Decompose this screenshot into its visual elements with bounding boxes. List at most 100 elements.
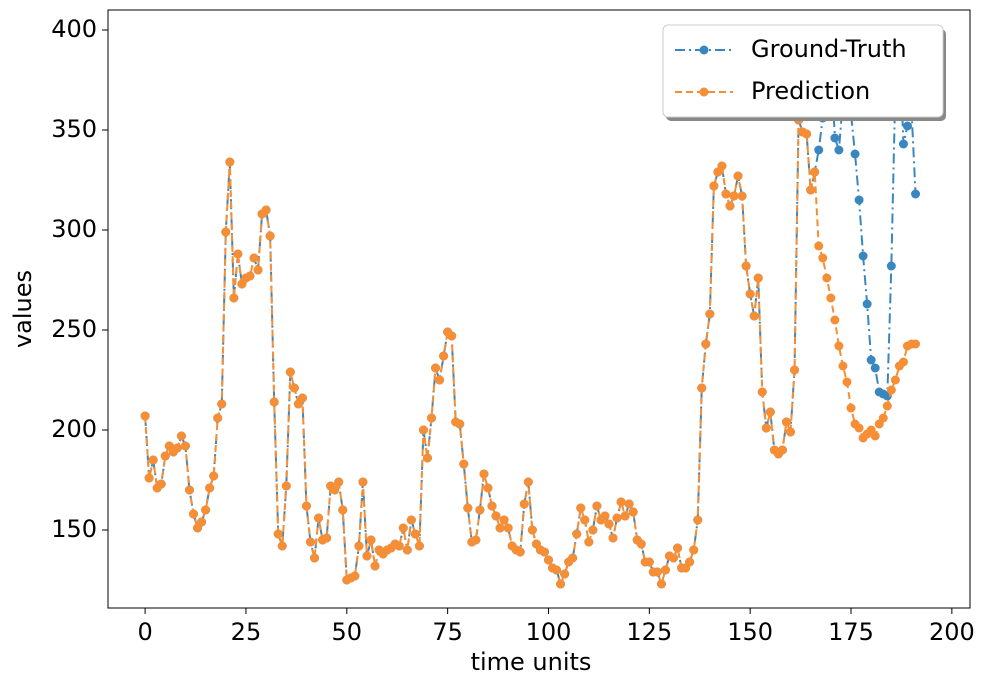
point (669, 553, 679, 563)
point (693, 515, 703, 525)
point (620, 511, 630, 521)
point (213, 413, 223, 423)
point (911, 339, 921, 349)
point (600, 511, 610, 521)
point (523, 477, 533, 487)
y-tick-label: 300 (51, 215, 97, 243)
point (701, 339, 711, 349)
point (830, 315, 840, 325)
point (519, 499, 529, 509)
point (568, 553, 578, 563)
point (402, 545, 412, 555)
point (455, 419, 465, 429)
point (362, 551, 372, 561)
point (197, 517, 207, 527)
point (854, 423, 864, 433)
point (543, 555, 553, 565)
point (616, 497, 626, 507)
y-tick-label: 150 (51, 515, 97, 543)
series-line (144, 119, 916, 588)
point (310, 553, 320, 563)
point (673, 543, 683, 553)
point (297, 393, 307, 403)
point (628, 507, 638, 517)
point (285, 367, 295, 377)
point (592, 501, 602, 511)
y-tick-label: 200 (51, 415, 97, 443)
point (777, 445, 787, 455)
point (330, 485, 340, 495)
point (221, 227, 231, 237)
point (644, 557, 654, 567)
point (475, 505, 485, 515)
point (301, 501, 311, 511)
y-axis-label: values (9, 270, 37, 348)
point (427, 413, 437, 423)
point (172, 443, 182, 453)
point (721, 189, 731, 199)
x-tick-label: 75 (432, 618, 463, 646)
point (697, 383, 707, 393)
point (878, 413, 888, 423)
point (314, 513, 324, 523)
point (753, 273, 763, 283)
point (830, 133, 840, 143)
point (483, 483, 493, 493)
point (148, 455, 158, 465)
point (886, 261, 896, 271)
point (822, 273, 832, 283)
point (834, 145, 844, 155)
point (499, 515, 509, 525)
point (184, 485, 194, 495)
point (398, 523, 408, 533)
point (410, 529, 420, 539)
point (717, 161, 727, 171)
x-tick-label: 150 (727, 618, 773, 646)
point (725, 201, 735, 211)
point (652, 567, 662, 577)
point (552, 565, 562, 575)
point (810, 167, 820, 177)
point (890, 375, 900, 385)
point (539, 547, 549, 557)
point (156, 479, 166, 489)
x-tick-label: 175 (828, 618, 874, 646)
point (870, 363, 880, 373)
point (439, 351, 449, 361)
x-tick-label: 0 (137, 618, 152, 646)
point (781, 417, 791, 427)
point (491, 511, 501, 521)
point (814, 241, 824, 251)
y-tick-label: 350 (51, 115, 97, 143)
point (366, 535, 376, 545)
point (733, 171, 743, 181)
point (826, 293, 836, 303)
point (406, 515, 416, 525)
point (144, 473, 154, 483)
point (560, 569, 570, 579)
x-tick-label: 50 (332, 618, 363, 646)
point (886, 385, 896, 395)
point (503, 523, 513, 533)
point (612, 513, 622, 523)
point (685, 557, 695, 567)
point (741, 261, 751, 271)
legend-label: Prediction (751, 77, 870, 105)
x-tick-label: 25 (231, 618, 262, 646)
point (709, 181, 719, 191)
point (459, 459, 469, 469)
point (802, 129, 812, 139)
point (737, 191, 747, 201)
point (418, 425, 428, 435)
point (604, 519, 614, 529)
point (814, 145, 824, 155)
point (273, 529, 283, 539)
point (705, 309, 715, 319)
point (479, 469, 489, 479)
point (576, 503, 586, 513)
legend-label: Ground-Truth (751, 35, 907, 63)
point (765, 407, 775, 417)
point (358, 477, 368, 487)
point (249, 253, 259, 263)
point (463, 503, 473, 513)
